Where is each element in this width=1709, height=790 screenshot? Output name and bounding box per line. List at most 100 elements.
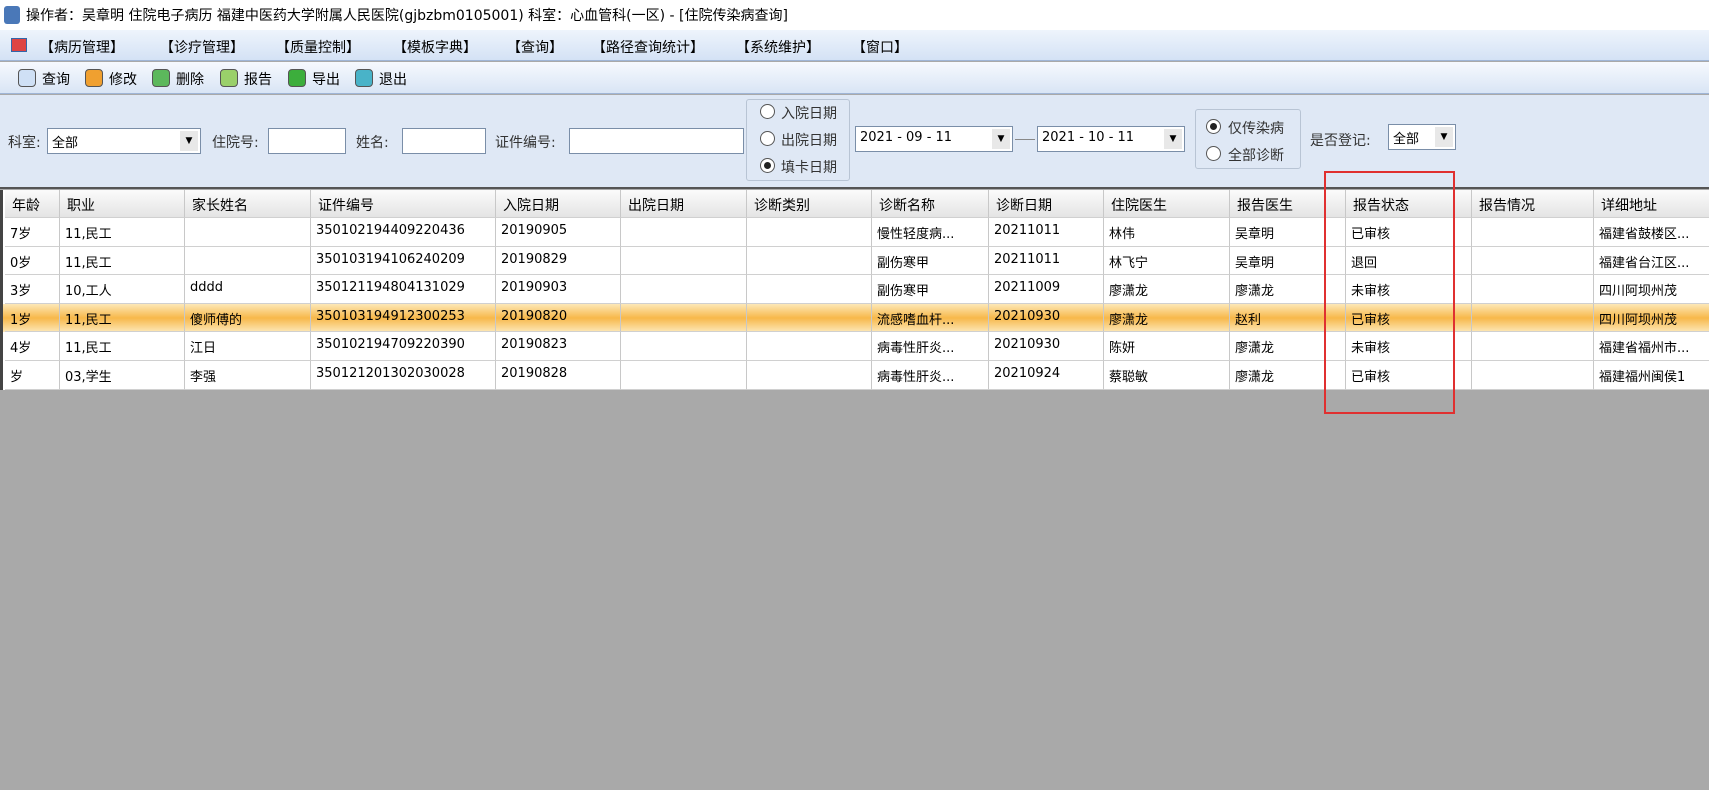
dept-select[interactable]: 全部 ▼: [47, 128, 201, 154]
radio-button[interactable]: [760, 131, 775, 146]
toolbar-icon: [85, 69, 103, 87]
table-cell: 福建省台江区...: [1594, 247, 1709, 276]
table-cell: 20190903: [496, 275, 621, 304]
table-cell: [747, 218, 872, 247]
value: 全部: [1393, 132, 1420, 147]
table-cell: 岁: [5, 361, 60, 390]
radio-button[interactable]: [760, 158, 775, 173]
table-cell: 廖潇龙: [1104, 303, 1230, 333]
toolbar-button[interactable]: 修改: [109, 72, 137, 88]
column-header[interactable]: 报告情况: [1472, 190, 1594, 218]
radio-button[interactable]: [1206, 119, 1221, 134]
table-cell: 20190823: [496, 332, 621, 361]
name-input[interactable]: [402, 128, 486, 154]
table-cell: 11,民工: [60, 246, 185, 276]
toolbar-button[interactable]: 删除: [176, 72, 204, 88]
label: 姓名:: [356, 135, 389, 151]
table-cell: [185, 246, 311, 276]
table-cell: 7岁: [5, 218, 60, 247]
table-cell: [747, 332, 872, 361]
column-header[interactable]: 诊断类别: [747, 190, 872, 218]
table-cell: 未审核: [1346, 275, 1472, 304]
menu-item[interactable]: 【窗口】: [852, 40, 908, 56]
radio-button[interactable]: [760, 104, 775, 119]
value: 全部: [52, 136, 79, 151]
toolbar-icon: [355, 69, 373, 87]
table-cell: 20190905: [496, 218, 621, 247]
id-no-input[interactable]: [569, 128, 744, 154]
toolbar-button[interactable]: 导出: [312, 72, 340, 88]
value: 2021 - 09 - 11: [860, 130, 953, 145]
column-header[interactable]: 住院医生: [1104, 190, 1230, 218]
table-cell: 20210930: [989, 303, 1104, 333]
column-header[interactable]: 入院日期: [496, 190, 621, 218]
menu-item[interactable]: 【模板字典】: [393, 40, 477, 56]
table-cell: 350102194709220390: [311, 332, 496, 361]
table-cell: 350102194409220436: [311, 218, 496, 247]
table-cell: 蔡聪敏: [1104, 361, 1230, 390]
table-cell: [1472, 275, 1594, 304]
column-header[interactable]: 诊断日期: [989, 190, 1104, 218]
table-cell: 廖潇龙: [1230, 332, 1346, 361]
table-cell: 赵利: [1230, 303, 1346, 333]
table-cell: 林伟: [1104, 218, 1230, 247]
table-cell: 流感嗜血杆...: [872, 303, 989, 333]
date-to[interactable]: 2021 - 10 - 11 ▼: [1037, 126, 1185, 152]
toolbar-button[interactable]: 退出: [379, 72, 407, 88]
menu-item[interactable]: 【查询】: [507, 40, 563, 56]
menu-item[interactable]: 【病历管理】: [40, 40, 124, 56]
column-header[interactable]: 家长姓名: [185, 190, 311, 218]
table-cell: 退回: [1346, 246, 1472, 276]
column-header[interactable]: 报告状态: [1346, 190, 1472, 218]
value: 2021 - 10 - 11: [1042, 130, 1135, 145]
table-cell: 11,民工: [60, 218, 185, 247]
registered-select[interactable]: 全部 ▼: [1388, 124, 1456, 150]
label: 住院号:: [212, 135, 259, 151]
table-cell: 20211009: [989, 275, 1104, 304]
filter-panel: 科室: 全部 ▼ 住院号: 姓名: 证件编号: 2021 - 09 - 11 ▼ 2…: [0, 95, 1709, 189]
table-cell: [621, 361, 747, 390]
table-cell: 03,学生: [60, 361, 185, 390]
date-from[interactable]: 2021 - 09 - 11 ▼: [855, 126, 1013, 152]
column-header[interactable]: 证件编号: [311, 190, 496, 218]
toolbar-button[interactable]: 报告: [244, 72, 272, 88]
table-cell: 11,民工: [60, 303, 185, 333]
table-cell: 4岁: [5, 332, 60, 361]
menu-item[interactable]: 【路径查询统计】: [592, 40, 704, 56]
column-header[interactable]: 报告医生: [1230, 190, 1346, 218]
inpatient-no-input[interactable]: [268, 128, 346, 154]
table-cell: 已审核: [1346, 361, 1472, 390]
column-header[interactable]: 诊断名称: [872, 190, 989, 218]
table-cell: 廖潇龙: [1104, 275, 1230, 304]
menu-bar: 【病历管理】 【诊疗管理】 【质量控制】 【模板字典】 【查询】 【路径查询统计】 【系统维…: [0, 30, 1709, 61]
label: 科室:: [8, 135, 41, 151]
column-header[interactable]: 详细地址: [1594, 190, 1709, 218]
table-cell: 副伤寒甲: [872, 275, 989, 304]
radio-label: 全部诊断: [1228, 148, 1284, 164]
table-cell: 吴章明: [1230, 246, 1346, 276]
column-header[interactable]: 出院日期: [621, 190, 747, 218]
column-header[interactable]: 职业: [60, 190, 185, 218]
title-bar: 操作者：吴章明 住院电子病历 福建中医药大学附属人民医院(gjbzbm01050…: [0, 0, 1709, 30]
toolbar-icon: [152, 69, 170, 87]
grid-left-edge: [0, 190, 3, 390]
menu-item[interactable]: 【系统维护】: [736, 40, 820, 56]
table-cell: 11,民工: [60, 332, 185, 361]
radio-label: 填卡日期: [781, 160, 837, 176]
scope-group: [1195, 109, 1301, 169]
menu-item[interactable]: 【诊疗管理】: [160, 40, 244, 56]
table-cell: 福建省鼓楼区...: [1594, 218, 1709, 247]
table-cell: [1472, 218, 1594, 247]
table-cell: [185, 218, 311, 247]
toolbar-button[interactable]: 查询: [42, 72, 70, 88]
table-cell: [1472, 361, 1594, 390]
table-cell: [1472, 303, 1594, 333]
app-icon: [4, 6, 20, 24]
column-header[interactable]: 年龄: [5, 190, 60, 218]
table-cell: 林飞宁: [1104, 246, 1230, 276]
table-cell: 0岁: [5, 246, 60, 276]
menu-item[interactable]: 【质量控制】: [276, 40, 360, 56]
table-cell: 3岁: [5, 275, 60, 304]
table-cell: 福建福州闽侯1: [1594, 361, 1709, 390]
radio-button[interactable]: [1206, 146, 1221, 161]
